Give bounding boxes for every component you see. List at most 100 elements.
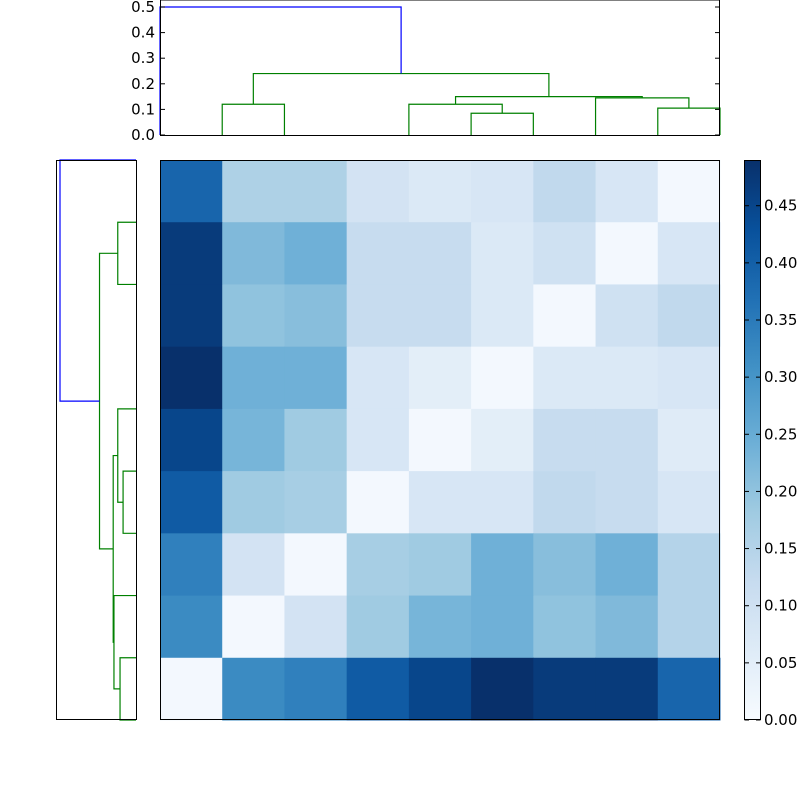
heatmap-cell — [657, 595, 721, 659]
left-dendrogram-link — [119, 657, 136, 721]
heatmap-cell — [533, 533, 597, 597]
heatmap-cell — [471, 160, 534, 223]
heatmap-cell — [222, 533, 285, 597]
heatmap-cell — [408, 160, 472, 223]
heatmap-cell — [160, 346, 223, 410]
colorbar-ticks: 0.00 0.05 0.10 0.15 0.20 0.25 0.30 0.35 0.40 0.45 — [744, 197, 797, 729]
heatmap-cell — [222, 346, 285, 410]
heatmap-cell — [471, 657, 534, 721]
colorbar-tick-label: 0.35 — [764, 311, 797, 329]
heatmap-cell — [471, 284, 534, 348]
heatmap-cell — [346, 222, 410, 285]
heatmap-cell — [160, 471, 223, 534]
heatmap-cell — [222, 657, 285, 721]
heatmap-cell — [657, 471, 721, 534]
heatmap-cell — [222, 471, 285, 534]
colorbar-gradient — [744, 160, 761, 720]
heatmap-cell — [346, 595, 410, 659]
heatmap-cell — [533, 346, 597, 410]
heatmap-cell — [160, 222, 223, 285]
top-dendrogram-ytick-label: 0.4 — [131, 24, 155, 42]
top-dendrogram-link — [221, 103, 286, 135]
heatmap-cell — [408, 408, 472, 472]
heatmap-cell — [346, 657, 410, 721]
heatmap-cell — [222, 160, 285, 223]
top-dendrogram-link — [657, 107, 721, 135]
heatmap-cell — [595, 284, 659, 348]
heatmap-cell — [595, 222, 659, 285]
heatmap-cell — [222, 284, 285, 348]
heatmap-cell — [222, 408, 285, 472]
heatmap-cell — [471, 346, 534, 410]
heatmap-cell — [408, 222, 472, 285]
heatmap-cell — [408, 471, 472, 534]
heatmap-cell — [408, 346, 472, 410]
heatmap-cell — [471, 471, 534, 534]
left-dendrogram-link — [59, 159, 136, 402]
left-dendrogram-link — [122, 470, 136, 534]
heatmap-cell — [533, 471, 597, 534]
heatmap-cell — [595, 346, 659, 410]
top-dendrogram-y-axis: 0.0 0.1 0.2 0.3 0.4 0.5 — [131, 0, 720, 144]
heatmap-cell — [595, 533, 659, 597]
heatmap-cell — [284, 160, 348, 223]
heatmap-cell — [408, 657, 472, 721]
heatmap-cell — [533, 595, 597, 659]
heatmap-cell — [595, 160, 659, 223]
heatmap-cell — [346, 160, 410, 223]
heatmap-cell — [657, 408, 721, 472]
heatmap-cell — [284, 346, 348, 410]
heatmap-cell — [346, 471, 410, 534]
heatmap-cell — [471, 595, 534, 659]
colorbar-tick-label: 0.05 — [764, 654, 797, 672]
heatmap-cell — [657, 222, 721, 285]
left-dendrogram-frame — [56, 160, 137, 720]
heatmap-cell — [595, 657, 659, 721]
heatmap-cell — [471, 533, 534, 597]
heatmap-cell — [595, 595, 659, 659]
heatmap-cell — [160, 408, 223, 472]
top-dendrogram-link — [408, 103, 503, 135]
colorbar-tick-label: 0.00 — [764, 711, 797, 729]
heatmap-cell — [346, 346, 410, 410]
heatmap-cell — [657, 160, 721, 223]
heatmap-cell — [595, 408, 659, 472]
heatmap-cell — [657, 284, 721, 348]
colorbar-tick-label: 0.30 — [764, 368, 797, 386]
colorbar: 0.00 0.05 0.10 0.15 0.20 0.25 0.30 0.35 0.40 0.45 — [744, 160, 797, 729]
heatmap — [160, 160, 721, 721]
top-dendrogram-links — [159, 6, 721, 135]
left-dendrogram-link — [117, 408, 136, 503]
heatmap-cell — [160, 657, 223, 721]
heatmap-cell — [533, 222, 597, 285]
top-dendrogram-link — [594, 97, 690, 135]
heatmap-cell — [471, 408, 534, 472]
heatmap-cell — [160, 533, 223, 597]
heatmap-cell — [284, 408, 348, 472]
heatmap-cell — [346, 284, 410, 348]
heatmap-cell — [284, 657, 348, 721]
heatmap-cell — [533, 657, 597, 721]
top-dendrogram-link — [252, 72, 550, 105]
heatmap-cell — [533, 284, 597, 348]
heatmap-cell — [408, 284, 472, 348]
left-dendrogram-link — [98, 252, 118, 550]
heatmap-cell — [657, 346, 721, 410]
left-dendrogram-link — [113, 594, 136, 690]
heatmap-cell — [284, 595, 348, 659]
left-dendrogram-link — [117, 221, 136, 286]
colorbar-tick-label: 0.40 — [764, 254, 797, 272]
top-dendrogram-link — [470, 112, 534, 135]
heatmap-cell — [160, 160, 223, 223]
heatmap-cell — [408, 595, 472, 659]
heatmap-cell — [657, 657, 721, 721]
heatmap-cell — [346, 533, 410, 597]
top-dendrogram-link — [159, 6, 402, 135]
top-dendrogram-ytick-label: 0.2 — [131, 75, 155, 93]
colorbar-tick-label: 0.45 — [764, 197, 797, 215]
heatmap-cell — [408, 533, 472, 597]
left-dendrogram-links — [59, 159, 136, 721]
colorbar-tick-label: 0.20 — [764, 482, 797, 500]
heatmap-cell — [595, 471, 659, 534]
